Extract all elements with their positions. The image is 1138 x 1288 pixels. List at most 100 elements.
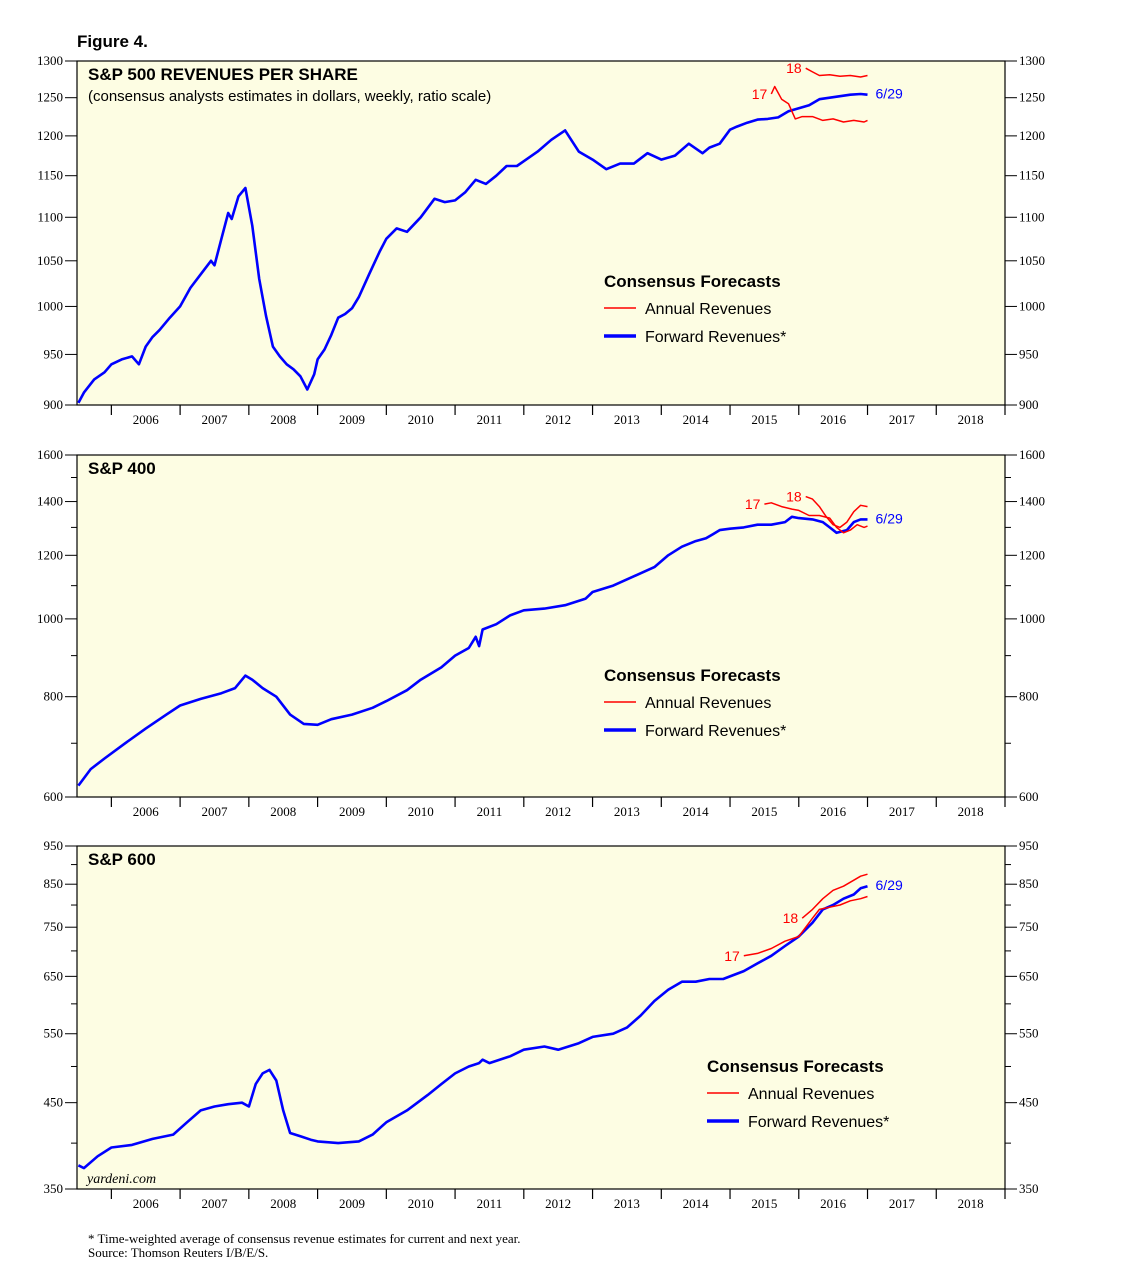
annual-revenues-line bbox=[805, 67, 868, 78]
x-tick-label: 2006 bbox=[133, 804, 160, 819]
y-tick-label-right: 550 bbox=[1019, 1026, 1039, 1041]
chart-panel-2: 600 600 800 800 1000 1000 1200 1200 1400 1400 1600… bbox=[37, 447, 1045, 819]
y-tick-label-left: 1600 bbox=[37, 447, 63, 462]
x-tick-label: 2018 bbox=[958, 1196, 984, 1211]
y-tick-label-right: 750 bbox=[1019, 919, 1039, 934]
annual-17-label: 17 bbox=[745, 496, 761, 512]
end-date-label: 6/29 bbox=[876, 877, 903, 893]
x-tick-label: 2007 bbox=[201, 412, 228, 427]
legend-title: Consensus Forecasts bbox=[604, 666, 781, 685]
y-tick-label-left: 1250 bbox=[37, 90, 63, 105]
chart-title: S&P 400 bbox=[88, 459, 156, 478]
y-tick-label-left: 950 bbox=[44, 838, 64, 853]
y-tick-label-right: 1200 bbox=[1019, 547, 1045, 562]
annual-18-label: 18 bbox=[783, 910, 799, 926]
chart-panel-3: 350 350 450 450 550 550 650 650 750 750 850 850 950 9… bbox=[44, 838, 1039, 1211]
x-tick-label: 2012 bbox=[545, 412, 571, 427]
x-tick-label: 2018 bbox=[958, 412, 984, 427]
y-tick-label-right: 1400 bbox=[1019, 494, 1045, 509]
x-tick-label: 2014 bbox=[683, 804, 710, 819]
legend-annual-label: Annual Revenues bbox=[645, 301, 771, 318]
y-tick-label-right: 950 bbox=[1019, 346, 1039, 361]
x-tick-label: 2014 bbox=[683, 412, 710, 427]
forward-revenues-line bbox=[77, 515, 868, 787]
chart-subtitle: (consensus analysts estimates in dollars… bbox=[88, 88, 491, 105]
y-tick-label-left: 550 bbox=[44, 1026, 64, 1041]
y-tick-label-left: 1050 bbox=[37, 253, 63, 268]
y-tick-label-right: 800 bbox=[1019, 689, 1039, 704]
x-tick-label: 2010 bbox=[408, 1196, 434, 1211]
y-tick-label-left: 1300 bbox=[37, 53, 63, 68]
x-tick-label: 2009 bbox=[339, 804, 365, 819]
x-tick-label: 2007 bbox=[201, 804, 228, 819]
x-tick-label: 2011 bbox=[477, 412, 503, 427]
watermark: yardeni.com bbox=[85, 1172, 156, 1187]
plot-area bbox=[76, 845, 1006, 1190]
y-tick-label-right: 350 bbox=[1019, 1181, 1039, 1196]
x-tick-label: 2011 bbox=[477, 804, 503, 819]
annual-18-label: 18 bbox=[786, 489, 802, 505]
chart-title: S&P 500 REVENUES PER SHARE bbox=[88, 65, 358, 84]
x-tick-label: 2006 bbox=[133, 1196, 160, 1211]
x-tick-label: 2010 bbox=[408, 804, 434, 819]
annual-18-label: 18 bbox=[786, 60, 802, 76]
annual-17-label: 17 bbox=[752, 86, 768, 102]
x-tick-label: 2015 bbox=[751, 1196, 777, 1211]
end-date-label: 6/29 bbox=[876, 510, 903, 526]
y-tick-label-left: 950 bbox=[44, 346, 64, 361]
y-tick-label-left: 800 bbox=[44, 689, 64, 704]
y-tick-label-left: 1100 bbox=[37, 209, 63, 224]
y-tick-label-right: 1100 bbox=[1019, 209, 1045, 224]
end-date-label: 6/29 bbox=[876, 86, 903, 102]
y-tick-label-right: 1000 bbox=[1019, 298, 1045, 313]
x-tick-label: 2013 bbox=[614, 412, 640, 427]
forward-revenues-line bbox=[77, 92, 868, 404]
footnote-method: * Time-weighted average of consensus rev… bbox=[88, 1231, 521, 1246]
y-tick-label-left: 1200 bbox=[37, 547, 63, 562]
y-tick-label-left: 1150 bbox=[37, 168, 63, 183]
x-tick-label: 2018 bbox=[958, 804, 984, 819]
y-tick-label-left: 850 bbox=[44, 876, 64, 891]
x-tick-label: 2011 bbox=[477, 1196, 503, 1211]
x-tick-label: 2014 bbox=[683, 1196, 710, 1211]
footnote-source: Source: Thomson Reuters I/B/E/S. bbox=[88, 1245, 269, 1260]
x-tick-label: 2013 bbox=[614, 804, 640, 819]
x-tick-label: 2008 bbox=[270, 804, 296, 819]
annual-revenues-line bbox=[770, 85, 868, 123]
x-tick-label: 2009 bbox=[339, 412, 365, 427]
legend-annual-label: Annual Revenues bbox=[748, 1086, 874, 1103]
x-tick-label: 2017 bbox=[889, 804, 916, 819]
x-tick-label: 2008 bbox=[270, 1196, 296, 1211]
y-tick-label-left: 650 bbox=[44, 968, 64, 983]
y-tick-label-right: 1200 bbox=[1019, 128, 1045, 143]
x-tick-label: 2017 bbox=[889, 412, 916, 427]
x-tick-label: 2016 bbox=[820, 412, 847, 427]
legend-forward-label: Forward Revenues* bbox=[645, 329, 786, 346]
y-tick-label-left: 450 bbox=[44, 1095, 64, 1110]
y-tick-label-left: 350 bbox=[44, 1181, 64, 1196]
x-tick-label: 2007 bbox=[201, 1196, 228, 1211]
y-tick-label-left: 1200 bbox=[37, 128, 63, 143]
plot-area bbox=[76, 454, 1006, 798]
x-tick-label: 2009 bbox=[339, 1196, 365, 1211]
y-tick-label-right: 850 bbox=[1019, 876, 1039, 891]
x-tick-label: 2015 bbox=[751, 804, 777, 819]
y-tick-label-left: 900 bbox=[44, 397, 64, 412]
x-tick-label: 2013 bbox=[614, 1196, 640, 1211]
y-tick-label-left: 1400 bbox=[37, 494, 63, 509]
annual-revenues-line bbox=[764, 502, 868, 534]
x-tick-label: 2006 bbox=[133, 412, 160, 427]
chart-title: S&P 600 bbox=[88, 850, 156, 869]
x-tick-label: 2015 bbox=[751, 412, 777, 427]
y-tick-label-right: 600 bbox=[1019, 789, 1039, 804]
plot-area bbox=[76, 60, 1006, 406]
y-tick-label-right: 1150 bbox=[1019, 168, 1045, 183]
x-tick-label: 2008 bbox=[270, 412, 296, 427]
legend-title: Consensus Forecasts bbox=[707, 1057, 884, 1076]
legend-forward-label: Forward Revenues* bbox=[748, 1114, 889, 1131]
figure-label: Figure 4. bbox=[77, 32, 148, 51]
x-tick-label: 2016 bbox=[820, 804, 847, 819]
annual-revenues-line bbox=[801, 873, 868, 919]
y-tick-label-right: 900 bbox=[1019, 397, 1039, 412]
